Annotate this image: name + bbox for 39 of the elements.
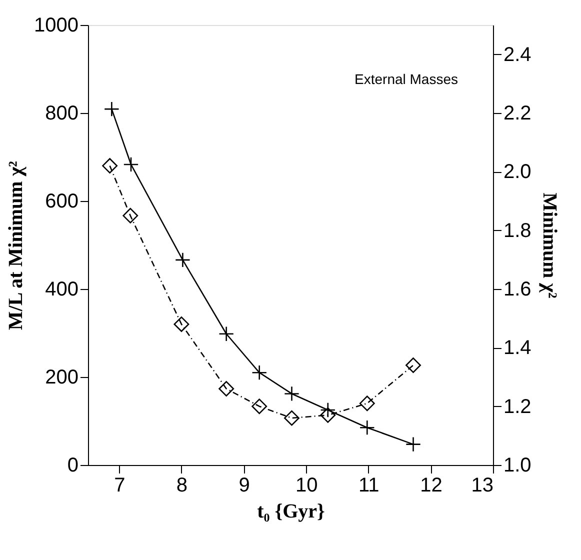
- point: [174, 316, 190, 332]
- y-axis-title: M/L at Minimum χ²: [5, 160, 28, 330]
- point: [104, 101, 120, 117]
- point: [359, 396, 375, 412]
- point: [320, 407, 336, 423]
- y2-tick-label: 2.2: [504, 102, 532, 124]
- y2-tick-label: 1.8: [504, 220, 532, 242]
- point: [359, 420, 375, 436]
- x-tick-label: 11: [358, 474, 380, 496]
- y-tick-label: 400: [45, 278, 78, 300]
- x-axis-title: t₀ {Gyr}: [257, 500, 326, 522]
- x-tick-label: 12: [420, 474, 442, 496]
- x-tick-label: 13: [471, 474, 494, 496]
- y2-tick-label: 1.0: [504, 454, 532, 476]
- point: [218, 381, 234, 396]
- y-tick-label: 200: [45, 366, 78, 388]
- point: [284, 410, 300, 426]
- point: [123, 156, 139, 172]
- point: [252, 398, 268, 414]
- y-tick-label: 0: [67, 454, 78, 476]
- point: [174, 252, 190, 268]
- point: [102, 158, 118, 174]
- point: [406, 358, 421, 373]
- y-tick-label: 800: [45, 102, 78, 124]
- x-tick-label: 8: [176, 474, 188, 496]
- x-tick-label: 10: [295, 474, 318, 496]
- y2-tick-label: 2.4: [504, 44, 532, 66]
- point: [320, 402, 336, 418]
- x-tick-label: 7: [114, 474, 126, 496]
- y2-axis-title: Minimum χ²: [538, 192, 560, 298]
- y-tick-label: 1000: [34, 14, 78, 36]
- y-tick-label: 600: [45, 190, 78, 212]
- y2-tick-label: 2.0: [504, 161, 532, 184]
- point: [122, 208, 138, 224]
- y2-tick-label: 1.6: [504, 278, 532, 300]
- y2-tick-label: 1.2: [504, 396, 532, 418]
- y2-tick-label: 1.4: [504, 337, 532, 360]
- annotation: External Masses: [354, 71, 458, 87]
- x-tick-label: 9: [238, 474, 250, 496]
